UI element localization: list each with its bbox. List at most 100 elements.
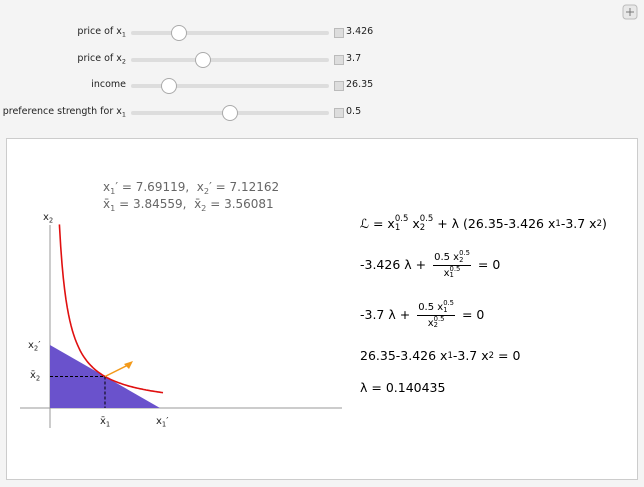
superscript: 0.5 bbox=[433, 314, 445, 323]
output-panel bbox=[6, 138, 638, 480]
superscript: 0.5 bbox=[459, 249, 470, 257]
readout: x̄1 = 3.84559, x̄2 = 3.56081 bbox=[103, 197, 274, 213]
math-text: x̄ bbox=[30, 370, 36, 381]
math-text: = 0 bbox=[458, 307, 485, 323]
math-text: x bbox=[156, 416, 162, 427]
value-text: 0.5 bbox=[346, 105, 362, 117]
gradient-arrowhead bbox=[124, 361, 133, 369]
math-text: = 0 bbox=[494, 348, 521, 363]
value-text: 3.56081 bbox=[224, 197, 274, 211]
subscript: 1 bbox=[447, 350, 453, 361]
increment-button[interactable] bbox=[334, 54, 344, 65]
axis-label: x2 bbox=[43, 212, 53, 224]
math-text: x bbox=[427, 317, 434, 329]
equation: -3.7 λ + 0.5 x 0.5 1 x 0.5 2 = 0 bbox=[360, 300, 484, 329]
slider-track[interactable] bbox=[131, 31, 329, 35]
gradient-arrow bbox=[104, 364, 129, 378]
slider-track[interactable] bbox=[131, 57, 329, 62]
superscript: 0.5 bbox=[394, 214, 409, 224]
increment-button[interactable] bbox=[334, 81, 344, 91]
control-value: 3.426 bbox=[346, 26, 373, 37]
denominator: x 0.5 1 bbox=[443, 264, 461, 280]
value-text: 3.7 bbox=[346, 52, 362, 64]
value-text: 7.12162 bbox=[229, 180, 280, 194]
math-text: -3.7 x bbox=[452, 348, 489, 363]
value-text: 3.84559 bbox=[133, 197, 183, 211]
math-text: ′ = bbox=[115, 180, 136, 194]
numerator: 0.5 x 0.5 2 bbox=[433, 250, 471, 266]
control-value: 3.7 bbox=[346, 53, 361, 64]
subscript: 2 bbox=[419, 222, 426, 233]
script-stack: 0.5 1 bbox=[449, 264, 461, 280]
slider-thumb[interactable] bbox=[171, 25, 187, 41]
math-text: + λ (26.35-3.426 x bbox=[433, 216, 556, 231]
subscript: 1 bbox=[443, 305, 448, 314]
slider-thumb[interactable] bbox=[161, 78, 177, 94]
subscript: 1 bbox=[449, 271, 454, 280]
slider-thumb[interactable] bbox=[195, 51, 211, 68]
readout: x1′ = 7.69119, x2′ = 7.12162 bbox=[103, 180, 279, 196]
slider-track[interactable] bbox=[131, 84, 329, 88]
increment-button[interactable] bbox=[334, 107, 344, 118]
subscript: 1 bbox=[555, 218, 561, 229]
script-stack: 0.5 2 bbox=[433, 314, 445, 330]
subscript: 2 bbox=[433, 321, 438, 330]
subscript: 2 bbox=[33, 344, 39, 353]
control-label: income bbox=[0, 79, 126, 90]
math-text: -3.7 x bbox=[560, 216, 597, 231]
math-text: λ = 0.140435 bbox=[360, 380, 446, 395]
indifference-curve bbox=[58, 224, 164, 394]
equation: -3.426 λ + 0.5 x 0.5 2 x 0.5 1 = 0 bbox=[360, 250, 500, 279]
script-stack: 0.5 2 bbox=[420, 215, 434, 232]
script-stack: 0.5 1 bbox=[395, 215, 409, 232]
subscript: 2 bbox=[488, 350, 495, 361]
math-text: price of x bbox=[77, 26, 122, 37]
math-text: x bbox=[443, 267, 450, 279]
math-text: x̄ bbox=[100, 416, 106, 427]
math-text: ′ bbox=[38, 340, 41, 351]
subscript: 1 bbox=[161, 420, 167, 429]
math-text: 0.5 x bbox=[434, 251, 460, 263]
math-text: ′ = bbox=[209, 180, 230, 194]
math-text: x bbox=[28, 340, 34, 351]
math-text: x bbox=[103, 180, 111, 194]
fraction: 0.5 x 0.5 2 x 0.5 1 bbox=[433, 250, 471, 279]
math-text: ) bbox=[602, 216, 607, 231]
increment-button[interactable] bbox=[334, 28, 344, 38]
math-text: x bbox=[408, 216, 420, 231]
subscript: 2 bbox=[203, 185, 210, 196]
control-value: 0.5 bbox=[346, 106, 361, 117]
value-text: 3.426 bbox=[346, 26, 374, 37]
axis-label: x1′ bbox=[156, 416, 169, 428]
subscript: 2 bbox=[201, 202, 207, 213]
subscript: 1 bbox=[105, 420, 111, 429]
subscript: 2 bbox=[35, 374, 41, 383]
slider-thumb[interactable] bbox=[222, 104, 238, 121]
superscript: 0.5 bbox=[449, 264, 461, 273]
math-text: , x bbox=[185, 180, 204, 194]
subscript: 2 bbox=[121, 56, 126, 65]
math-text: preference strength for x bbox=[2, 105, 122, 117]
math-text: x bbox=[43, 212, 49, 223]
math-text: x̄ bbox=[103, 197, 111, 211]
axis-label: x̄1 bbox=[100, 416, 110, 428]
subscript: 1 bbox=[110, 185, 116, 196]
budget-set bbox=[50, 344, 160, 408]
math-text: -3.7 λ + bbox=[360, 307, 415, 323]
control-label: preference strength for x1 bbox=[0, 106, 126, 118]
subscript: 2 bbox=[48, 216, 54, 225]
math-text: income bbox=[91, 79, 126, 90]
equation: ℒ = x 0.5 1 x 0.5 2 + λ (26.35-3.426 x 1 -3.7 … bbox=[360, 215, 607, 232]
equation: λ = 0.140435 bbox=[360, 380, 445, 395]
math-text: 26.35-3.426 x bbox=[360, 348, 448, 363]
axis-label: x2′ bbox=[28, 340, 41, 352]
control-label: price of x2 bbox=[0, 53, 126, 65]
subscript: 1 bbox=[394, 222, 401, 233]
denominator: x 0.5 2 bbox=[427, 314, 445, 330]
math-text: price of x bbox=[77, 52, 122, 64]
math-text: ℒ = x bbox=[360, 216, 395, 231]
script-stack: 0.5 1 bbox=[443, 300, 454, 314]
